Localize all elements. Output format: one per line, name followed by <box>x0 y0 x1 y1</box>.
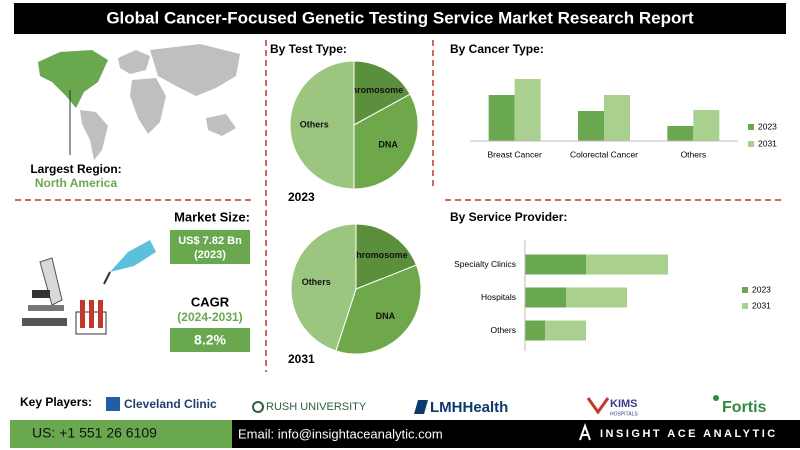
bar <box>566 287 627 308</box>
footer-email: Email: info@insightaceanalytic.com <box>238 426 443 441</box>
player-name: KIMS <box>610 398 638 410</box>
legend-swatch <box>742 287 748 293</box>
market-size-box <box>170 230 250 264</box>
chart-title: By Service Provider: <box>450 210 567 224</box>
logo-icon <box>414 400 428 414</box>
y-tick-label: Others <box>490 325 516 335</box>
bar <box>525 254 586 275</box>
bar <box>514 79 541 141</box>
cagr-label: CAGR <box>191 294 230 309</box>
chart-subtitle: 2031 <box>288 352 315 366</box>
legend-swatch <box>742 303 748 309</box>
cagr-period: (2024-2031) <box>177 310 242 324</box>
cagr-box <box>170 328 250 352</box>
player-name: RUSH UNIVERSITY <box>266 401 367 413</box>
pie-slice <box>353 93 419 190</box>
lab-illustration <box>22 240 156 335</box>
title: Global Cancer-Focused Genetic Testing Se… <box>106 8 694 27</box>
pie-slice <box>289 60 355 190</box>
brand-icon <box>579 423 591 441</box>
footer-bar <box>232 420 800 448</box>
x-tick-label: Breast Cancer <box>487 149 541 159</box>
x-tick-label: Others <box>681 149 707 159</box>
legend-label: 2031 <box>758 138 777 148</box>
logo-icon <box>252 401 264 413</box>
slice-label: DNA <box>378 140 398 150</box>
pie-slice <box>290 223 357 352</box>
key-players-label: Key Players: <box>20 395 92 409</box>
legend-label: 2031 <box>752 300 771 310</box>
footer-brand: INSIGHT ACE ANALYTIC <box>600 428 778 440</box>
market-size-value: US$ 7.82 Bn <box>178 235 242 247</box>
player-name: Cleveland Clinic <box>124 397 217 411</box>
y-tick-label: Specialty Clinics <box>454 259 516 269</box>
legend-label: 2023 <box>752 284 771 294</box>
pie-slice <box>355 223 418 290</box>
slice-label: Others <box>300 119 329 129</box>
chart-title: By Test Type: <box>270 42 347 56</box>
header-bar <box>14 3 786 34</box>
player-name: LMHHealth <box>430 399 508 416</box>
pie-slice <box>335 264 422 355</box>
player-name: HOSPITALS <box>610 411 638 417</box>
legend-swatch <box>748 124 754 130</box>
bar <box>488 95 515 141</box>
bar <box>525 287 566 308</box>
logo-icon <box>713 395 719 401</box>
legend-swatch <box>748 141 754 147</box>
region-value: North America <box>35 176 118 190</box>
cagr-value: 8.2% <box>194 332 226 348</box>
pie-slice <box>353 60 411 126</box>
slice-label: Chromosome <box>350 250 408 260</box>
legend-label: 2023 <box>758 121 777 131</box>
bar <box>545 320 586 341</box>
bar <box>667 126 694 141</box>
slice-label: Others <box>302 277 331 287</box>
x-tick-label: Colorectal Cancer <box>570 149 638 159</box>
market-size-label: Market Size: <box>174 209 250 224</box>
dividers <box>15 40 785 372</box>
player-name: Fortis <box>722 399 767 416</box>
bar <box>693 110 720 141</box>
slice-label: Chromosome <box>345 85 403 95</box>
logo-icon <box>106 397 120 411</box>
slice-label: DNA <box>376 311 396 321</box>
y-tick-label: Hospitals <box>481 292 516 302</box>
logo-icon <box>586 397 610 415</box>
bar <box>578 111 604 141</box>
footer-phone-box <box>10 420 232 448</box>
bar <box>525 320 545 341</box>
chart-title: By Cancer Type: <box>450 42 544 56</box>
world-map <box>38 44 240 160</box>
market-size-year: (2023) <box>194 249 226 261</box>
bar <box>586 254 668 275</box>
footer-phone: US: +1 551 26 6109 <box>32 425 157 441</box>
chart-subtitle: 2023 <box>288 190 315 204</box>
bar <box>604 95 630 141</box>
region-label: Largest Region: <box>30 162 121 176</box>
